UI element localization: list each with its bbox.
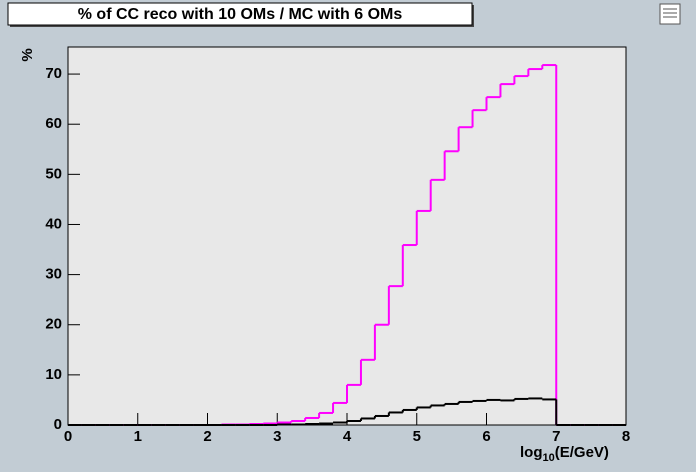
x-tick-label: 5 (413, 428, 421, 445)
x-axis-label: log10(E/GeV) (520, 444, 609, 464)
y-tick-label: 10 (45, 366, 62, 383)
y-tick-label: 50 (45, 165, 62, 182)
icon (659, 3, 681, 25)
x-tick-label: 1 (134, 428, 142, 445)
title-box (7, 2, 473, 26)
y-tick-label: 20 (45, 316, 62, 333)
x-tick-label: 4 (343, 428, 352, 445)
y-tick-label: 40 (45, 215, 62, 232)
y-axis-label: % (19, 48, 36, 61)
frame (67, 46, 627, 426)
x-tick-label: 7 (552, 428, 560, 445)
y-tick-label: 70 (45, 65, 62, 82)
y-tick-label: 30 (45, 266, 62, 283)
x-tick-label: 8 (622, 428, 630, 445)
x-tick-label: 2 (203, 428, 211, 445)
chart-title: % of CC reco with 10 OMs / MC with 6 OMs (78, 6, 403, 23)
x-tick-label: 3 (273, 428, 281, 445)
y-tick-label: 0 (54, 416, 62, 433)
x-tick-label: 0 (64, 428, 72, 445)
y-tick-label: 60 (45, 115, 62, 132)
x-tick-label: 6 (482, 428, 490, 445)
